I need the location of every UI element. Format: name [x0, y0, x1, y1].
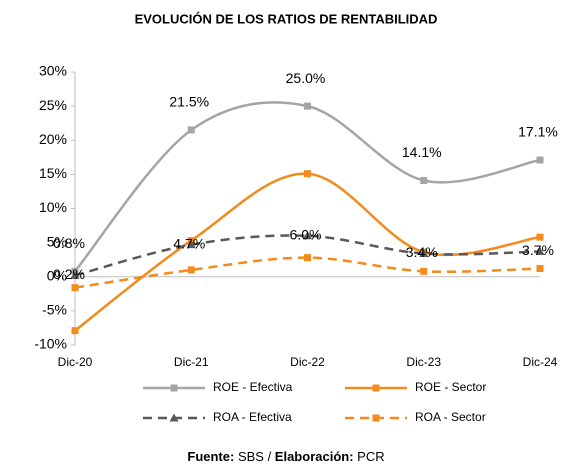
data-label: 6.0% — [290, 227, 322, 243]
legend-label: ROA - Efectiva — [213, 410, 292, 424]
y-tick-label: 10% — [39, 199, 67, 215]
data-label: 14.1% — [402, 144, 442, 160]
legend-marker — [372, 414, 380, 422]
y-tick-label: -5% — [42, 302, 67, 318]
x-tick-label: Dic-21 — [174, 355, 209, 369]
footnote-part: SBS / — [234, 449, 274, 464]
marker — [71, 327, 79, 335]
y-tick-label: -10% — [34, 336, 67, 352]
marker — [187, 126, 195, 134]
data-label: 17.1% — [518, 124, 558, 140]
marker — [536, 156, 544, 164]
x-tick-label: Dic-20 — [58, 355, 93, 369]
marker — [71, 284, 79, 292]
marker — [303, 231, 312, 240]
footnote: Fuente: SBS / Elaboración: PCR — [187, 449, 384, 464]
series-line — [74, 234, 541, 277]
marker — [304, 170, 311, 178]
marker — [304, 254, 311, 262]
data-label: 4.7% — [173, 235, 205, 251]
marker — [536, 233, 544, 241]
legend-marker — [170, 384, 178, 392]
footnote-part: Elaboración: — [275, 449, 354, 464]
data-label: 21.5% — [169, 94, 209, 110]
marker — [535, 246, 545, 255]
data-label: 0.8% — [53, 235, 85, 251]
legend-label: ROA - Sector — [415, 410, 486, 424]
marker — [70, 270, 80, 279]
y-tick-label: 15% — [39, 165, 67, 181]
marker — [536, 265, 544, 273]
marker — [186, 240, 196, 249]
footnote-part: Fuente: — [187, 449, 234, 464]
chart-title: EVOLUCIÓN DE LOS RATIOS DE RENTABILIDAD — [135, 11, 438, 26]
series-line — [74, 256, 541, 289]
x-tick-label: Dic-23 — [406, 355, 441, 369]
y-tick-label: 5% — [47, 233, 67, 249]
footnote-part: PCR — [354, 449, 385, 464]
y-tick-label: 25% — [39, 97, 67, 113]
marker — [420, 177, 428, 185]
data-label: 0.2% — [53, 266, 85, 282]
y-tick-label: 30% — [39, 63, 67, 79]
legend-label: ROE - Sector — [415, 380, 486, 394]
legend-label: ROE - Efectiva — [213, 380, 293, 394]
x-tick-label: Dic-22 — [290, 355, 325, 369]
legend-marker — [169, 413, 179, 422]
y-tick-label: 20% — [39, 131, 67, 147]
marker — [304, 102, 311, 110]
marker — [187, 266, 195, 274]
marker — [419, 249, 429, 258]
data-label: 3.7% — [522, 242, 554, 258]
series — [70, 231, 545, 279]
marker — [420, 267, 428, 275]
x-tick-label: Dic-24 — [523, 355, 558, 369]
series — [71, 254, 544, 292]
y-tick-label: 0% — [47, 267, 67, 283]
data-label: 3.4% — [406, 244, 438, 260]
legend-marker — [372, 384, 380, 392]
data-label: 25.0% — [286, 70, 326, 86]
